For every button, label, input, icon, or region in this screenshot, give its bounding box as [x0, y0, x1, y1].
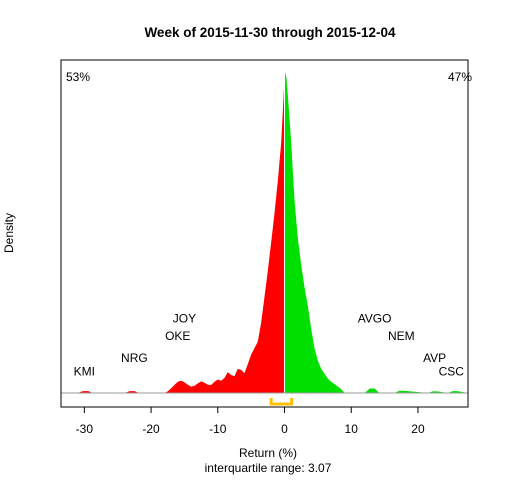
- iqr-bracket-line: [269, 398, 294, 406]
- x-tick-label: 20: [411, 422, 425, 436]
- iqr-bracket: [269, 398, 294, 406]
- annotation-avgo: AVGO: [358, 311, 392, 325]
- y-axis-label: Density: [2, 213, 16, 253]
- x-tick-label: 0: [281, 422, 288, 436]
- x-axis-label: Return (%): [239, 446, 297, 460]
- pct-negative-label: 53%: [66, 70, 90, 84]
- x-tick-label: -10: [209, 422, 227, 436]
- annotation-oke: OKE: [165, 329, 190, 343]
- annotation-avp: AVP: [423, 351, 446, 365]
- x-tick-label: 10: [345, 422, 359, 436]
- x-tick-label: -20: [142, 422, 160, 436]
- annotation-joy: JOY: [173, 311, 196, 325]
- x-tick-label: -30: [76, 422, 94, 436]
- pct-positive-label: 47%: [448, 70, 472, 84]
- density-area-positive: [284, 72, 468, 393]
- annotation-nem: NEM: [388, 329, 415, 343]
- iqr-subtitle: interquartile range: 3.07: [205, 461, 332, 475]
- annotation-kmi: KMI: [74, 364, 95, 378]
- x-axis: -30 -20 -10 0 10 20: [76, 406, 425, 436]
- chart-title: Week of 2015-11-30 through 2015-12-04: [144, 25, 396, 40]
- annotation-nrg: NRG: [121, 351, 148, 365]
- annotation-csc: CSC: [439, 364, 465, 378]
- density-area-negative: [77, 78, 285, 394]
- plot-area: [77, 72, 468, 394]
